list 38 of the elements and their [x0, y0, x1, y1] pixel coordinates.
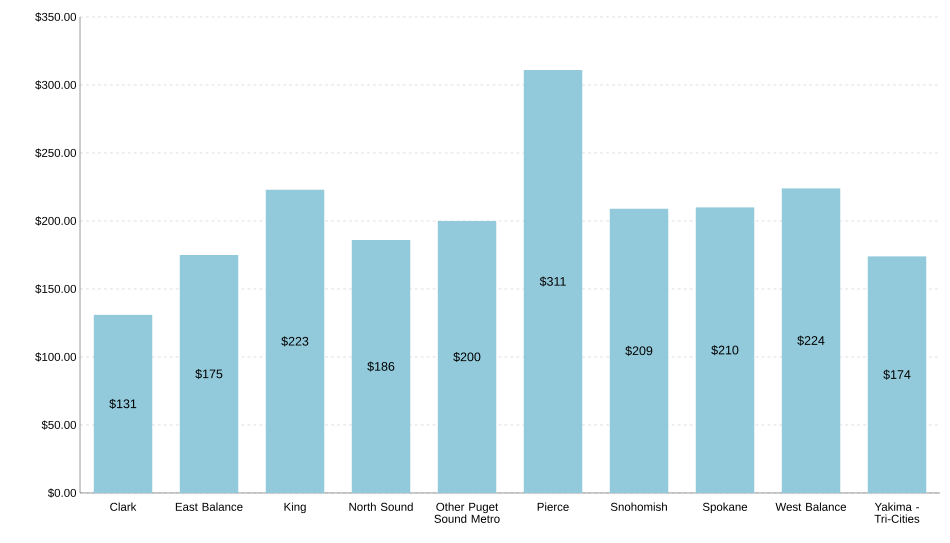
bar	[266, 190, 324, 493]
y-tick-label: $250.00	[35, 148, 76, 158]
x-tick-label: Snohomish	[610, 502, 667, 511]
x-tick-label: West Balance	[776, 502, 846, 511]
data-label: $174	[883, 370, 910, 380]
bar	[438, 220, 496, 493]
bar	[868, 256, 926, 493]
data-label: $223	[281, 336, 308, 346]
data-label: $175	[195, 368, 222, 380]
y-tick-label: $350.00	[35, 12, 76, 22]
y-tick-label: $300.00	[35, 80, 76, 90]
x-tick-label: Pierce	[538, 502, 569, 511]
bar	[524, 70, 582, 493]
y-tick-label: $150.00	[35, 284, 76, 294]
y-tick-label: $0.00	[48, 488, 76, 498]
x-tick-label: Yakima - Tri-Cities	[874, 502, 920, 523]
bar	[696, 207, 754, 493]
data-label: $186	[367, 361, 394, 372]
x-tick-label: King	[284, 502, 306, 514]
data-label: $224	[797, 336, 824, 346]
y-tick-label: $50.00	[42, 420, 76, 430]
x-tick-label: Clark	[110, 502, 136, 511]
bar	[610, 208, 668, 493]
data-label: $210	[711, 345, 738, 356]
bar	[94, 314, 152, 493]
bar	[352, 240, 410, 493]
bar	[180, 254, 238, 493]
y-tick-label: $100.00	[35, 352, 76, 362]
data-label: $200	[453, 352, 480, 362]
x-tick-label: East Balance	[176, 502, 243, 511]
data-label: $311	[540, 276, 566, 287]
x-tick-label: Other Puget Sound Metro	[434, 502, 500, 523]
data-label: $131	[109, 398, 136, 409]
data-label: $209	[625, 346, 652, 356]
x-tick-label: North Sound	[349, 502, 413, 511]
y-tick-label: $200.00	[35, 216, 76, 226]
x-tick-label: Spokane	[702, 502, 748, 514]
bar	[782, 188, 840, 493]
